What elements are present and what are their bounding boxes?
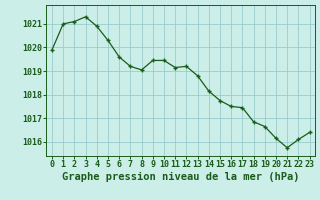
X-axis label: Graphe pression niveau de la mer (hPa): Graphe pression niveau de la mer (hPa): [62, 172, 300, 182]
